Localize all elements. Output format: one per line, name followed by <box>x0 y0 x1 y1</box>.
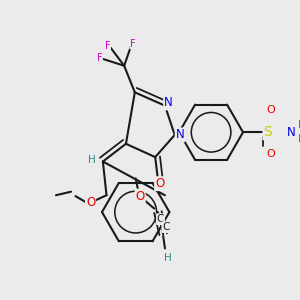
Text: H: H <box>298 120 300 130</box>
Text: N: N <box>176 128 184 141</box>
Text: O: O <box>266 149 275 159</box>
Text: O: O <box>86 196 95 209</box>
Text: H: H <box>88 155 96 165</box>
Text: C: C <box>157 214 164 224</box>
Text: O: O <box>136 190 145 202</box>
Text: N: N <box>164 97 173 110</box>
Text: H: H <box>164 253 172 263</box>
Text: S: S <box>263 125 272 139</box>
Text: N: N <box>286 126 295 139</box>
Text: H: H <box>298 134 300 144</box>
Text: C: C <box>162 222 169 232</box>
Text: F: F <box>104 41 110 51</box>
Text: O: O <box>155 177 164 190</box>
Text: F: F <box>97 53 102 63</box>
Text: O: O <box>266 105 275 115</box>
Text: F: F <box>130 39 136 49</box>
